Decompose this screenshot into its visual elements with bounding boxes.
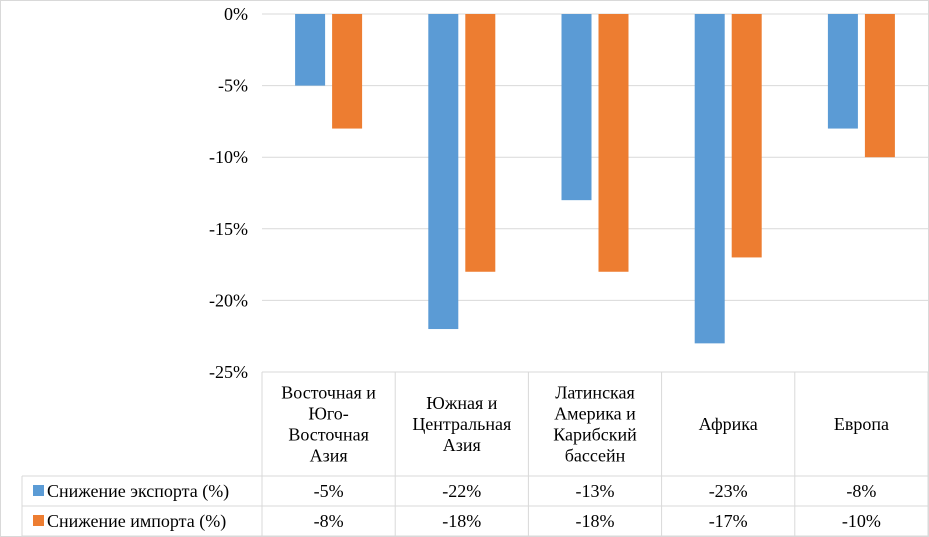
bars xyxy=(295,14,895,344)
data-value-label: -18% xyxy=(576,511,615,531)
x-category-label: Латинская Америка и Карибский бассейн xyxy=(553,383,637,466)
import-bar xyxy=(598,14,629,272)
x-category-label: Европа xyxy=(834,414,889,434)
gridlines xyxy=(262,13,928,373)
legend-label: Снижение импорта (%) xyxy=(47,511,226,532)
data-value-label: -18% xyxy=(442,511,481,531)
legend-label: Снижение экспорта (%) xyxy=(47,481,229,502)
x-category-label-line: Центральная xyxy=(412,414,511,434)
x-category-label-line: Азия xyxy=(310,446,348,466)
export-bar xyxy=(827,14,858,129)
x-category-label-line: бассейн xyxy=(565,446,626,466)
y-tick-label: -10% xyxy=(209,147,248,167)
x-category-label: Южная и Центральная Азия xyxy=(412,393,511,455)
x-category-label-line: Карибский xyxy=(553,425,637,445)
x-category-label-line: Европа xyxy=(834,414,889,434)
export-bar xyxy=(295,14,326,86)
data-value-label: -17% xyxy=(709,511,748,531)
x-category-label-line: Восточная xyxy=(288,425,369,445)
data-value-label: -5% xyxy=(314,481,344,501)
export-bar xyxy=(694,14,725,344)
import-bar xyxy=(731,14,762,258)
export-bar xyxy=(561,14,592,201)
data-value-label: -10% xyxy=(842,511,881,531)
y-axis-tick-labels: 0% -5% -10% -15% -20% -25% xyxy=(209,4,248,382)
data-value-label: -22% xyxy=(442,481,481,501)
x-category-label-line: Южная и xyxy=(426,393,498,413)
data-value-label: -8% xyxy=(314,511,344,531)
data-value-label: -8% xyxy=(846,481,876,501)
data-value-label: -23% xyxy=(709,481,748,501)
y-tick-label: -5% xyxy=(218,76,248,96)
y-tick-label: -25% xyxy=(209,362,248,382)
data-value-label: -13% xyxy=(576,481,615,501)
y-tick-label: -15% xyxy=(209,219,248,239)
x-category-label-line: Латинская xyxy=(555,383,635,403)
import-bar xyxy=(864,14,895,158)
legend-swatch xyxy=(33,485,44,496)
y-tick-label: -20% xyxy=(209,290,248,310)
export-bar xyxy=(428,14,459,330)
y-tick-label: 0% xyxy=(224,4,248,24)
x-category-label: Африка xyxy=(699,414,758,434)
legend-swatch xyxy=(33,515,44,526)
x-category-label-line: Африка xyxy=(699,414,758,434)
import-bar xyxy=(465,14,496,272)
x-category-label-line: Азия xyxy=(443,435,481,455)
x-category-label-line: Юго- xyxy=(308,404,348,424)
x-category-label-line: Восточная и xyxy=(281,383,376,403)
x-category-label: Восточная и Юго-Восточная Азия xyxy=(281,383,376,466)
import-bar xyxy=(332,14,363,129)
x-category-label-line: Америка и xyxy=(554,404,636,424)
